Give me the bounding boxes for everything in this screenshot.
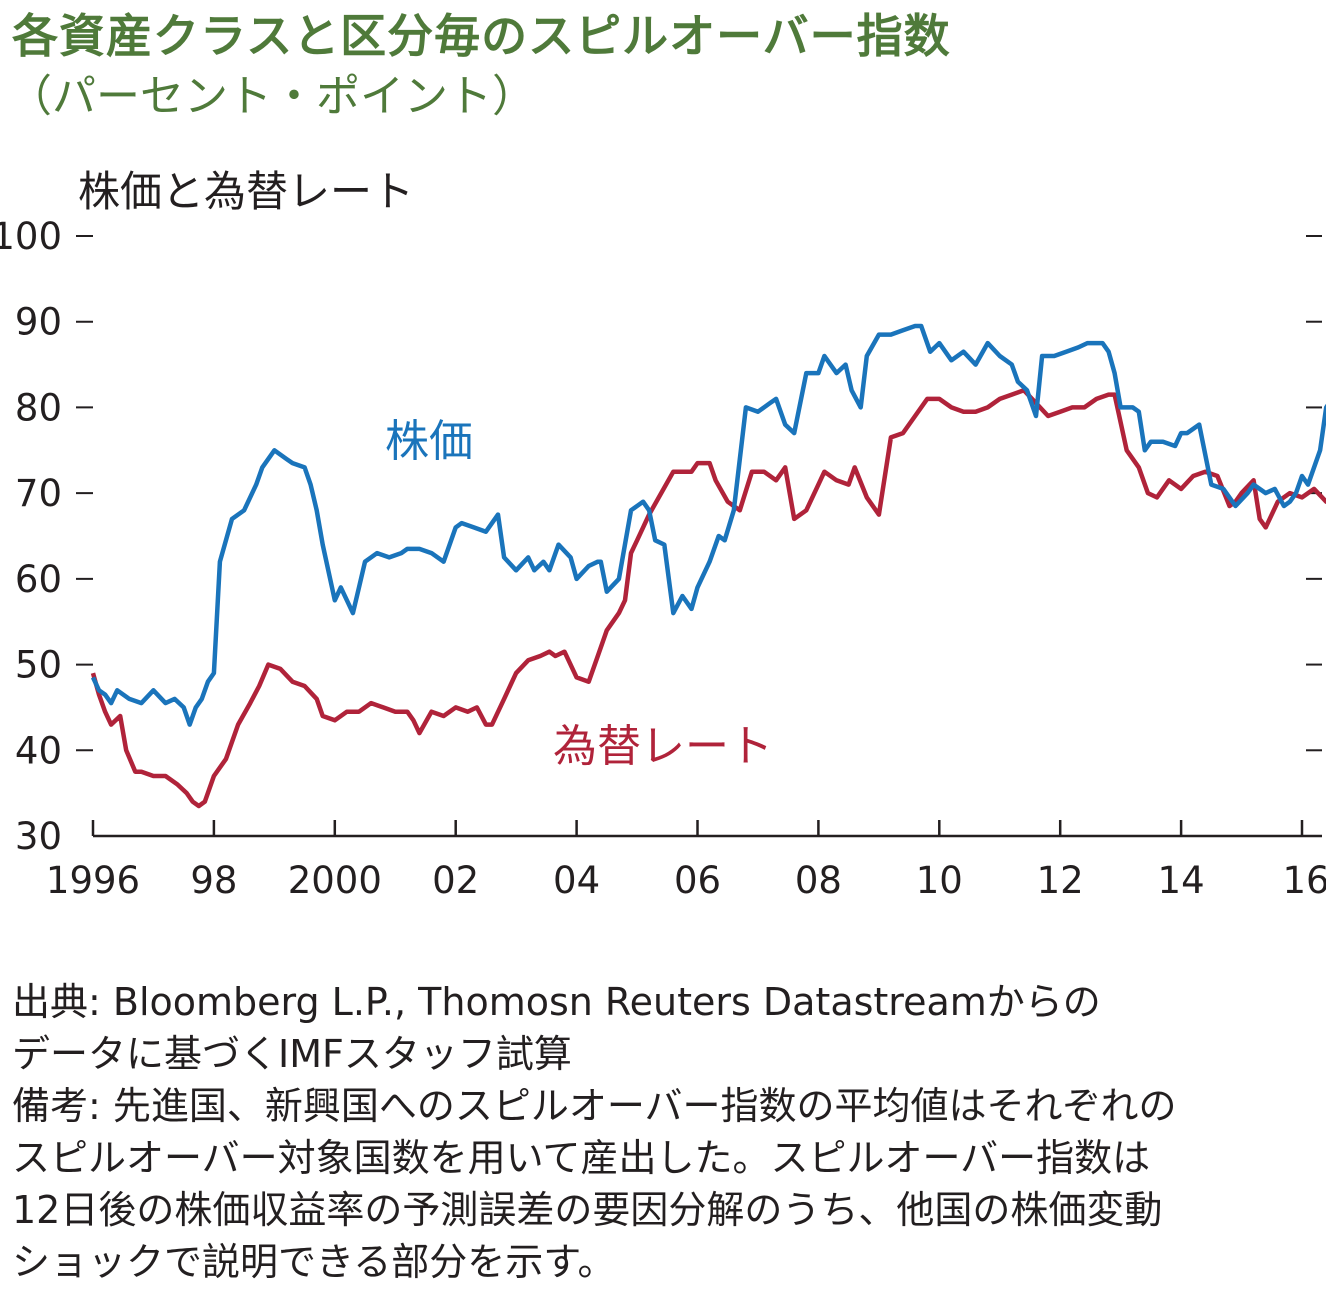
series-line-fx	[90, 388, 1326, 809]
note-line-4: スピルオーバー対象国数を用いて産出した。スピルオーバー指数は	[12, 1136, 1151, 1180]
x-tick-label: 10	[916, 859, 963, 902]
x-tick-label: 14	[1158, 859, 1205, 902]
y-tick-label: 80	[15, 386, 62, 429]
y-tick-label: 90	[15, 301, 62, 344]
x-tick-label: 1996	[46, 859, 140, 902]
tick-labels: 30 40 50 60 70 80 90 100 1996 98 2000 02 04 06 08 10 12 1…	[0, 215, 1326, 902]
x-tick-label: 12	[1037, 859, 1084, 902]
series-line-equity	[90, 323, 1326, 727]
x-tick-label: 2000	[288, 859, 382, 902]
note-line-1: 出典: Bloomberg L.P., Thomosn Reuters Data…	[12, 980, 1101, 1024]
source-notes: 出典: Bloomberg L.P., Thomosn Reuters Data…	[12, 976, 1317, 1288]
chart-title: 各資産クラスと区分毎のスピルオーバー指数	[12, 9, 951, 63]
y-tick-label: 30	[15, 815, 62, 858]
series-label-equity: 株価	[385, 416, 473, 467]
note-line-2: データに基づくIMFスタッフ試算	[12, 1032, 572, 1076]
chart-subtitle: （パーセント・ポイント）	[8, 71, 536, 122]
y-tick-label: 60	[15, 558, 62, 601]
x-tick-label: 06	[674, 859, 721, 902]
x-tick-label: 02	[432, 859, 479, 902]
line-chart: 30 40 50 60 70 80 90 100 1996 98 2000 02 04 06 08 10 12 1…	[0, 215, 1326, 902]
x-tick-label: 16	[1282, 859, 1326, 902]
series-label-fx: 為替レート	[553, 721, 773, 772]
y-tick-label: 70	[15, 472, 62, 515]
tick-marks	[76, 235, 1322, 838]
note-line-5: 12日後の株価収益率の予測誤差の要因分解のうち、他国の株価変動	[12, 1188, 1163, 1232]
y-tick-label: 50	[15, 644, 62, 687]
y-tick-label: 40	[15, 729, 62, 772]
panel-title: 株価と為替レート	[78, 167, 415, 216]
x-tick-label: 04	[553, 859, 600, 902]
note-line-3: 備考: 先進国、新興国へのスピルオーバー指数の平均値はそれぞれの	[12, 1084, 1177, 1128]
note-line-6: ショックで説明できる部分を示す。	[12, 1240, 616, 1284]
x-tick-label: 08	[795, 859, 842, 902]
x-tick-label: 98	[190, 859, 237, 902]
series-lines	[90, 323, 1326, 809]
y-tick-label: 100	[0, 215, 62, 258]
